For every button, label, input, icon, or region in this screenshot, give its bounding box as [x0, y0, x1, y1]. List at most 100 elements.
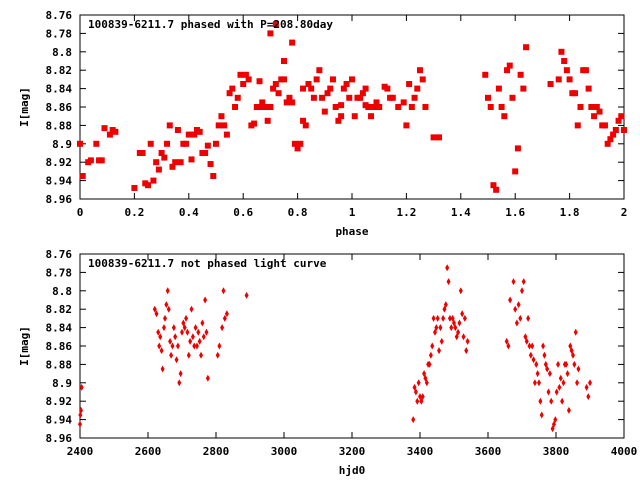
raw-data-point — [438, 324, 443, 332]
phased-data-point — [370, 104, 377, 110]
phased-data-point — [294, 145, 301, 152]
raw-data-point — [547, 370, 552, 378]
raw-data-point — [586, 393, 591, 401]
phased-data-point — [368, 113, 375, 120]
phased-data-point — [174, 127, 181, 133]
phased-data-point — [169, 163, 176, 170]
phased-data-point — [221, 122, 228, 129]
raw-data-point — [78, 420, 82, 428]
raw-data-point — [193, 324, 198, 332]
phased-data-point — [338, 102, 345, 109]
raw-data-point — [465, 337, 470, 345]
phased-data-point — [300, 85, 307, 92]
phased-x-axis-label: phase — [335, 225, 368, 238]
raw-data-point — [545, 365, 550, 373]
phased-data-point — [218, 113, 225, 120]
phased-data-point — [321, 108, 328, 115]
phased-y-tick-label: 8.84 — [46, 83, 73, 96]
phased-data-point — [582, 67, 589, 74]
raw-data-point — [224, 310, 229, 318]
phased-data-point — [256, 104, 263, 110]
raw-axis-ticks: 2400 2600 2800 3000 3200 3400 3600 3800 4000 8.76… — [46, 248, 638, 458]
phased-data-point — [574, 122, 581, 129]
raw-data-point — [439, 337, 444, 345]
phased-data-point — [245, 76, 252, 83]
phased-y-tick-label: 8.96 — [46, 193, 73, 206]
phased-x-tick-label: 0.8 — [288, 206, 308, 219]
raw-data-points — [78, 264, 592, 433]
phased-data-point — [302, 122, 309, 129]
phased-data-point — [411, 94, 418, 101]
raw-data-point — [178, 370, 183, 378]
raw-y-tick-label: 8.82 — [46, 303, 73, 316]
raw-data-point — [166, 305, 171, 313]
raw-data-point — [164, 301, 169, 309]
phased-data-point — [414, 85, 421, 92]
raw-y-tick-label: 8.9 — [52, 377, 72, 390]
phased-data-point — [281, 58, 287, 64]
phased-y-tick-label: 8.92 — [46, 156, 73, 169]
phased-data-point — [419, 76, 426, 83]
raw-data-point — [156, 328, 161, 336]
phased-data-point — [158, 150, 165, 156]
raw-data-point — [460, 310, 465, 318]
raw-data-point — [532, 379, 537, 387]
phased-data-point — [346, 94, 353, 101]
phased-data-point — [281, 76, 287, 83]
raw-data-point — [413, 388, 418, 396]
phased-x-tick-label: 0.2 — [124, 206, 144, 219]
phased-data-point — [555, 76, 562, 83]
phased-data-point — [215, 122, 222, 129]
raw-data-point — [434, 324, 439, 332]
phased-data-point — [561, 58, 568, 64]
raw-data-point — [443, 301, 448, 309]
raw-data-point — [462, 314, 467, 322]
raw-data-point — [174, 356, 179, 364]
raw-x-tick-label: 3200 — [339, 445, 366, 458]
phased-plot-title: 100839-6211.7 phased with P=208.80day — [88, 18, 333, 31]
raw-data-point — [415, 397, 420, 405]
raw-y-tick-label: 8.84 — [46, 322, 73, 335]
phased-data-point — [145, 182, 151, 189]
phased-x-tick-label: 1.8 — [560, 206, 580, 219]
raw-data-point — [572, 360, 577, 368]
raw-data-point — [157, 342, 162, 350]
phased-data-point — [139, 150, 146, 156]
raw-data-point — [173, 333, 178, 341]
raw-data-point — [449, 324, 454, 332]
phased-data-point — [150, 177, 157, 184]
phased-data-point — [610, 131, 617, 138]
phased-data-point — [338, 113, 345, 120]
phased-data-point — [349, 76, 355, 83]
phased-data-point — [237, 71, 244, 78]
phased-x-tick-label: 1.4 — [451, 206, 471, 219]
raw-data-point — [573, 328, 578, 336]
raw-data-point — [565, 370, 570, 378]
raw-y-tick-label: 8.78 — [46, 266, 73, 279]
phased-data-point — [406, 81, 413, 87]
phased-data-point — [389, 94, 396, 101]
phased-data-point — [417, 67, 423, 74]
phased-data-point — [359, 90, 366, 97]
phased-data-point — [558, 48, 565, 55]
phased-data-point — [493, 186, 500, 193]
raw-data-point — [445, 264, 450, 272]
raw-data-point — [584, 383, 589, 391]
raw-data-point — [244, 291, 249, 299]
phased-data-point — [384, 85, 391, 92]
phased-data-point — [596, 108, 603, 115]
phased-data-point — [601, 122, 608, 129]
phased-data-point — [272, 21, 279, 28]
raw-data-point — [159, 347, 164, 355]
raw-data-point — [420, 393, 425, 401]
raw-data-point — [158, 333, 163, 341]
phased-data-point — [226, 90, 233, 97]
phased-data-point — [362, 85, 369, 92]
phased-data-point — [310, 94, 317, 101]
raw-data-point — [152, 305, 157, 313]
phased-axis-ticks: 0 0.2 0.4 0.6 0.8 1 1.2 1.4 1.6 1.8 2 8.76 8.78 8.8 8.… — [46, 9, 628, 219]
raw-data-point — [204, 328, 209, 336]
phased-y-tick-label: 8.94 — [46, 175, 73, 188]
phased-y-tick-label: 8.88 — [46, 119, 73, 132]
phased-data-point — [207, 161, 214, 168]
